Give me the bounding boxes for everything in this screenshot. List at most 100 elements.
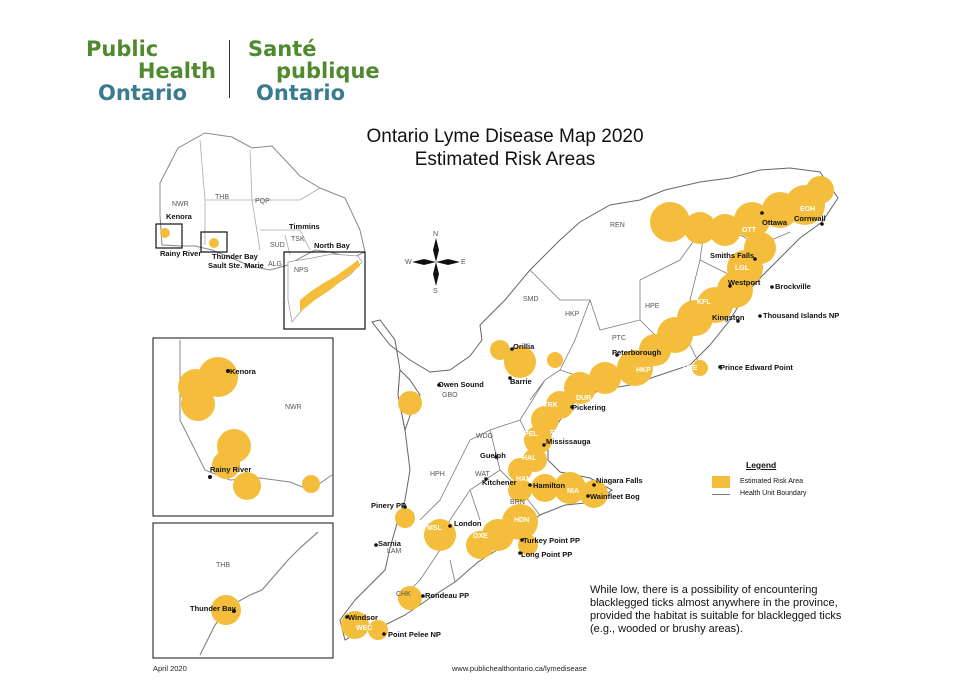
- city-dot: [528, 483, 532, 487]
- city-dot: [570, 405, 574, 409]
- risk-area: [531, 474, 559, 502]
- unit-nia: NIA: [567, 488, 579, 495]
- legend-title: Legend: [746, 460, 777, 470]
- label-sault: Sault Ste. Marie: [208, 261, 264, 270]
- label-london: London: [454, 519, 482, 528]
- risk-rainyriver-2: [212, 451, 240, 479]
- label-barrie: Barrie: [510, 377, 532, 386]
- risk-area: [564, 372, 596, 404]
- city-dot: [520, 538, 524, 542]
- label-windsor: Windsor: [348, 613, 378, 622]
- unit-eoh: EOH: [800, 206, 815, 213]
- risk-area: [524, 426, 552, 454]
- label-northbay: North Bay: [314, 241, 351, 250]
- logo-fr-publique: publique: [276, 59, 380, 83]
- unit-hpe-risk: HPE: [683, 365, 698, 372]
- southern-ontario: REN EOH OTT LGL KFL HPE HPE HKP HKP PTC …: [339, 167, 839, 641]
- unit-oxe: OXE: [473, 533, 488, 540]
- unit-hal: HAL: [522, 455, 537, 462]
- city-dot: [494, 455, 498, 459]
- risk-area: [398, 586, 422, 610]
- label-pointpelee: Point Pelee NP: [388, 630, 441, 639]
- label-rainyriver-overview: Rainy River: [160, 249, 201, 258]
- logo-english: Public Health Ontario: [86, 38, 216, 104]
- unit-thb: THB: [216, 562, 230, 569]
- city-dot: [421, 594, 425, 598]
- city-dot: [753, 257, 757, 261]
- risk-note: While low, there is a possibility of enc…: [590, 584, 842, 635]
- risk-area: [466, 531, 494, 559]
- unit-nps-overview: NPS: [294, 267, 309, 274]
- city-dot: [736, 319, 740, 323]
- city-dot: [374, 543, 378, 547]
- overview-boundaries: [199, 139, 321, 256]
- label-orillia: Orillia: [513, 342, 535, 351]
- logo-fr-sante: Santé: [248, 37, 317, 61]
- city-dot: [586, 494, 590, 498]
- city-dot: [382, 632, 386, 636]
- inset-box-southern: [283, 251, 366, 330]
- label-niagarafalls: Niagara Falls: [596, 476, 643, 485]
- unit-dur: DUR: [576, 395, 591, 402]
- risk-area: [395, 508, 415, 528]
- label-turkeypoint: Turkey Point PP: [523, 536, 580, 545]
- unit-yrk: YRK: [543, 402, 558, 409]
- logo-fr-ontario: Ontario: [256, 81, 345, 105]
- unit-brn: BRN: [510, 499, 525, 506]
- logo-en-public: Public: [86, 37, 159, 61]
- compass-e: E: [461, 259, 466, 266]
- unit-wdg: WDG: [476, 433, 493, 440]
- unit-lgl: LGL: [735, 265, 750, 272]
- label-cornwall: Cornwall: [794, 214, 826, 223]
- risk-area: [424, 519, 456, 551]
- risk-area: [547, 352, 563, 368]
- overview-map: NWR THB PQP SUD TSK NPS Kenora Rainy Riv…: [155, 132, 366, 330]
- label-princeedward: Prince Edward Point: [720, 363, 793, 372]
- label-pickering: Pickering: [572, 403, 606, 412]
- risk-area: [398, 391, 422, 415]
- map-subtitle: Estimated Risk Areas: [414, 149, 596, 170]
- unit-ham: HAM: [516, 476, 532, 483]
- label-brockville: Brockville: [775, 282, 811, 291]
- unit-wec: WEC: [356, 625, 372, 632]
- logo-en-ontario: Ontario: [98, 81, 187, 105]
- risk-area: [508, 458, 532, 482]
- label-thousandislands: Thousand Islands NP: [763, 311, 839, 320]
- logo-en-health: Health: [137, 59, 216, 83]
- footer-url: www.publichealthontario.ca/lymedisease: [452, 664, 587, 673]
- overview-risk-tb: [209, 238, 219, 248]
- compass-n: N: [433, 231, 438, 238]
- label-longpoint: Long Point PP: [521, 550, 572, 559]
- city-dot: [760, 211, 764, 215]
- label-kenora-overview: Kenora: [166, 212, 193, 221]
- city-dot: [542, 443, 546, 447]
- unit-ren: REN: [610, 222, 625, 229]
- label-kenora: Kenora: [230, 367, 257, 376]
- risk-area: [650, 202, 690, 242]
- label-wainfleet: Wainfleet Bog: [590, 492, 640, 501]
- risk-rainyriver-3: [233, 472, 261, 500]
- label-kitchener: Kitchener: [482, 478, 517, 487]
- city-dot: [508, 376, 512, 380]
- city-dot: [728, 284, 732, 288]
- risk-area: [554, 472, 586, 504]
- label-rondeau: Rondeau PP: [425, 591, 469, 600]
- city-dot: [758, 314, 762, 318]
- unit-nwr-overview: NWR: [172, 201, 189, 208]
- unit-thb-overview: THB: [215, 194, 229, 201]
- compass-s: S: [433, 288, 438, 295]
- risk-area: [734, 202, 770, 238]
- unit-wat: WAT: [475, 471, 490, 478]
- city-dot: [403, 505, 407, 509]
- label-timmins: Timmins: [289, 222, 320, 231]
- label-westport: Westport: [728, 278, 761, 287]
- map-title: Ontario Lyme Disease Map 2020: [366, 126, 644, 147]
- inset-box-thunderbay: [200, 231, 228, 253]
- legend-risk-label: Estimated Risk Area: [740, 478, 804, 485]
- legend-boundary-line: [712, 494, 730, 495]
- unit-smd-risk: SMD: [488, 367, 504, 374]
- label-peterborough: Peterborough: [612, 348, 662, 357]
- unit-tor: TOR: [550, 430, 565, 437]
- risk-area: [692, 360, 708, 376]
